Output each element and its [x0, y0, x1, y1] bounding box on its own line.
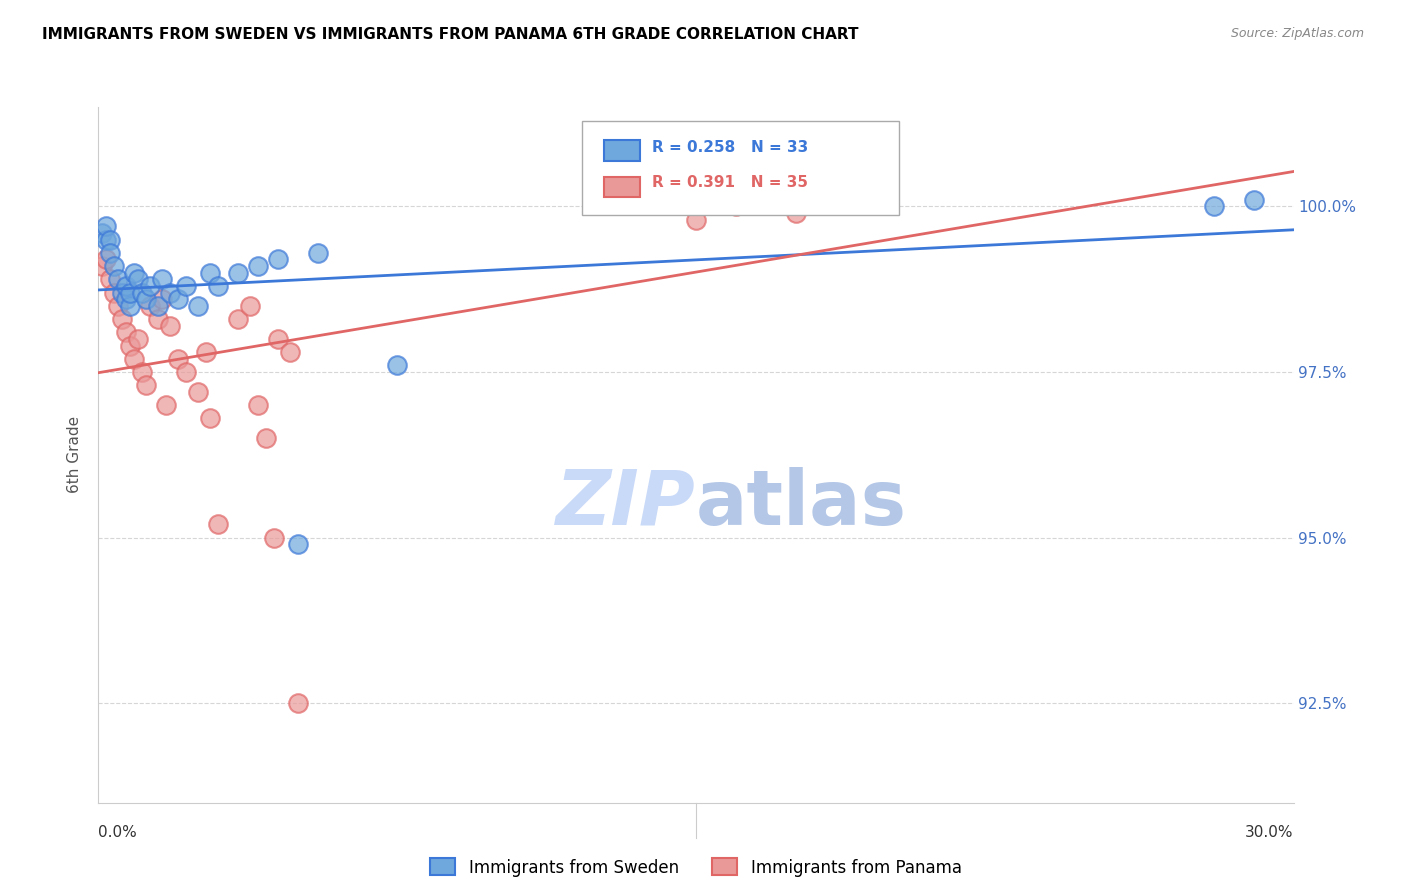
Text: IMMIGRANTS FROM SWEDEN VS IMMIGRANTS FROM PANAMA 6TH GRADE CORRELATION CHART: IMMIGRANTS FROM SWEDEN VS IMMIGRANTS FRO…	[42, 27, 859, 42]
Point	[124, 351, 146, 366]
Point	[207, 279, 229, 293]
Point	[246, 259, 269, 273]
Point	[278, 345, 301, 359]
Point	[139, 279, 162, 293]
Point	[115, 279, 138, 293]
Point	[127, 332, 149, 346]
Point	[100, 233, 122, 247]
Point	[139, 299, 162, 313]
Point	[174, 279, 197, 293]
Point	[135, 378, 157, 392]
Point	[159, 285, 181, 300]
Point	[167, 292, 190, 306]
Point	[254, 431, 277, 445]
Text: 0.0%: 0.0%	[98, 825, 138, 840]
Point	[107, 272, 129, 286]
Text: R = 0.391   N = 35: R = 0.391 N = 35	[652, 175, 808, 190]
Point	[120, 338, 142, 352]
Point	[267, 332, 290, 346]
Point	[131, 285, 153, 300]
Point	[91, 226, 114, 240]
Point	[150, 292, 173, 306]
Point	[226, 312, 249, 326]
Point	[135, 292, 157, 306]
FancyBboxPatch shape	[605, 140, 640, 161]
Point	[287, 537, 309, 551]
Point	[239, 299, 262, 313]
Point	[111, 285, 134, 300]
Point	[187, 384, 209, 399]
Point	[1243, 193, 1265, 207]
Text: ZIP: ZIP	[557, 467, 696, 541]
Point	[198, 411, 221, 425]
Point	[167, 351, 190, 366]
Point	[124, 266, 146, 280]
FancyBboxPatch shape	[605, 177, 640, 197]
Point	[111, 312, 134, 326]
Point	[307, 245, 329, 260]
Text: Source: ZipAtlas.com: Source: ZipAtlas.com	[1230, 27, 1364, 40]
Point	[107, 299, 129, 313]
Point	[148, 312, 170, 326]
Point	[685, 212, 707, 227]
Text: R = 0.258   N = 33: R = 0.258 N = 33	[652, 140, 808, 155]
Text: 30.0%: 30.0%	[1246, 825, 1294, 840]
Point	[226, 266, 249, 280]
Point	[100, 245, 122, 260]
Point	[198, 266, 221, 280]
Point	[96, 252, 118, 267]
Point	[246, 398, 269, 412]
Point	[100, 272, 122, 286]
Point	[287, 697, 309, 711]
Point	[115, 326, 138, 340]
Point	[115, 292, 138, 306]
Point	[103, 259, 125, 273]
Point	[724, 199, 747, 213]
Point	[155, 398, 177, 412]
Point	[263, 531, 285, 545]
Y-axis label: 6th Grade: 6th Grade	[67, 417, 83, 493]
Point	[187, 299, 209, 313]
Point	[207, 517, 229, 532]
Point	[195, 345, 218, 359]
Point	[765, 193, 787, 207]
Point	[174, 365, 197, 379]
Point	[120, 299, 142, 313]
Point	[131, 365, 153, 379]
Point	[103, 285, 125, 300]
Point	[96, 219, 118, 234]
Point	[127, 272, 149, 286]
Point	[148, 299, 170, 313]
Point	[120, 285, 142, 300]
Point	[159, 318, 181, 333]
Point	[267, 252, 290, 267]
Point	[1202, 199, 1225, 213]
Point	[385, 359, 409, 373]
Legend: Immigrants from Sweden, Immigrants from Panama: Immigrants from Sweden, Immigrants from …	[422, 850, 970, 885]
Point	[91, 259, 114, 273]
Point	[150, 272, 173, 286]
Point	[96, 233, 118, 247]
Text: atlas: atlas	[696, 467, 907, 541]
FancyBboxPatch shape	[582, 121, 900, 215]
Point	[785, 206, 807, 220]
